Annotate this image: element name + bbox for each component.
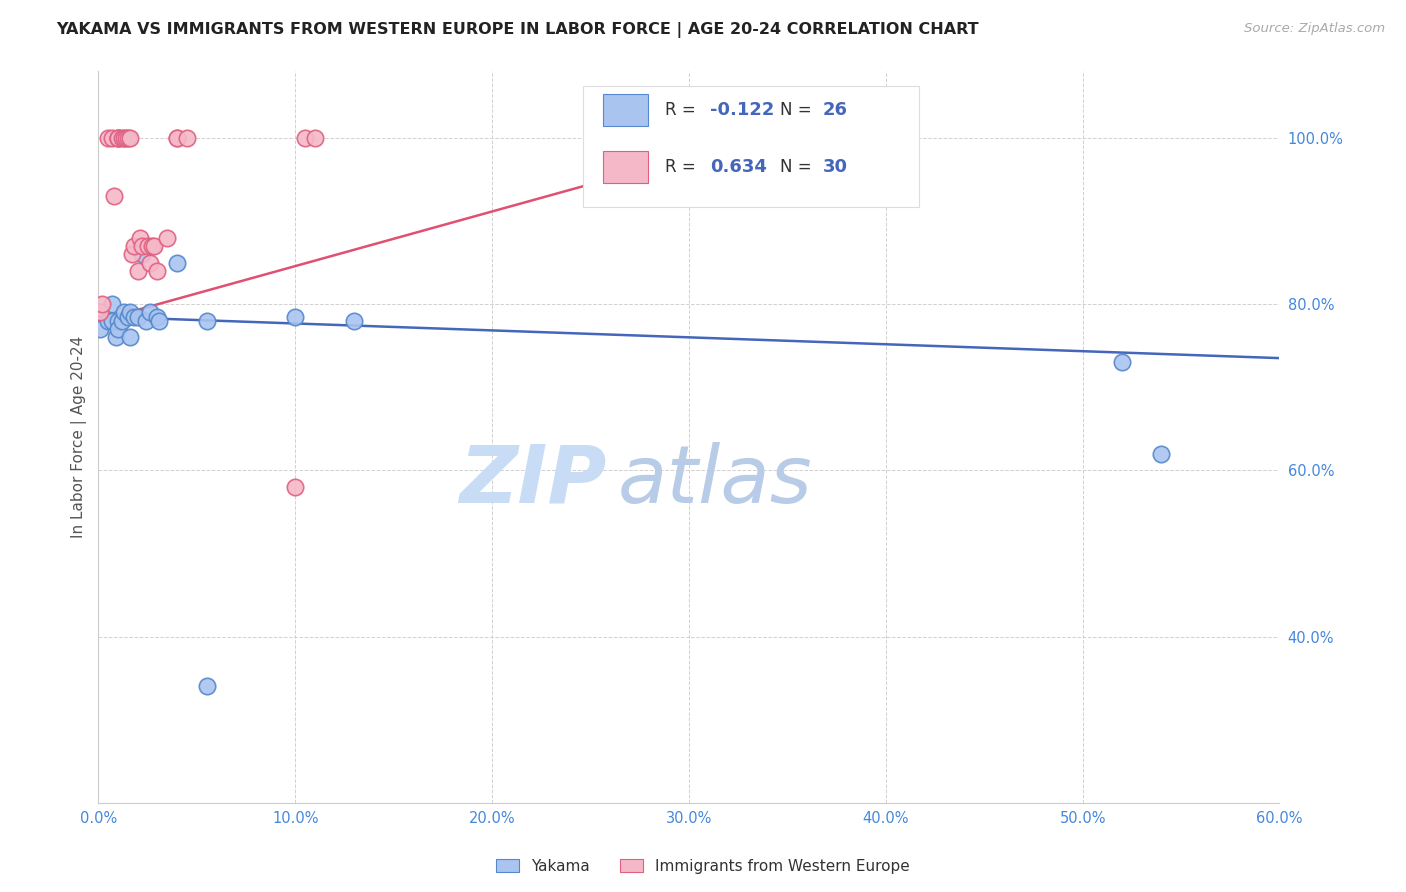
Text: R =: R = [665, 101, 702, 119]
Point [112, 305, 135, 319]
Point [156, 230, 179, 244]
Point [115, 131, 138, 145]
Point [111, 131, 134, 145]
Point [107, 322, 129, 336]
FancyBboxPatch shape [603, 151, 648, 183]
Point [101, 297, 124, 311]
Point [122, 239, 145, 253]
Point [97, 131, 120, 145]
Point [122, 310, 145, 324]
Point [284, 480, 307, 494]
Point [1111, 355, 1133, 369]
Text: atlas: atlas [619, 442, 813, 520]
Point [294, 131, 316, 145]
Point [101, 131, 124, 145]
Point [117, 310, 139, 324]
Point [97, 314, 120, 328]
Point [146, 310, 169, 324]
Point [146, 264, 169, 278]
Point [195, 680, 218, 694]
Text: N =: N = [780, 158, 817, 176]
Point [121, 247, 143, 261]
Point [103, 189, 125, 203]
Text: Source: ZipAtlas.com: Source: ZipAtlas.com [1244, 22, 1385, 36]
Point [195, 314, 218, 328]
Point [118, 305, 141, 319]
Legend: Yakama, Immigrants from Western Europe: Yakama, Immigrants from Western Europe [489, 853, 917, 880]
Point [89, 305, 111, 319]
Point [138, 305, 160, 319]
Point [176, 131, 198, 145]
Point [117, 131, 139, 145]
Point [148, 314, 170, 328]
Point [107, 314, 129, 328]
Point [131, 239, 153, 253]
Point [304, 131, 326, 145]
Text: N =: N = [780, 101, 817, 119]
Text: 30: 30 [823, 158, 848, 176]
Point [118, 330, 141, 344]
Point [166, 255, 188, 269]
Point [105, 330, 128, 344]
Point [118, 131, 141, 145]
Point [127, 264, 149, 278]
Text: R =: R = [665, 158, 702, 176]
Point [142, 239, 165, 253]
Point [101, 314, 124, 328]
Point [343, 314, 366, 328]
Point [166, 131, 188, 145]
Point [284, 310, 307, 324]
Text: ZIP: ZIP [458, 442, 606, 520]
Point [107, 131, 129, 145]
Point [128, 230, 150, 244]
Point [111, 314, 134, 328]
FancyBboxPatch shape [603, 95, 648, 126]
Point [89, 322, 111, 336]
Point [138, 255, 160, 269]
Point [112, 131, 135, 145]
Text: 0.634: 0.634 [710, 158, 768, 176]
Point [136, 239, 159, 253]
Point [127, 310, 149, 324]
Point [141, 239, 163, 253]
Text: 26: 26 [823, 101, 848, 119]
Text: YAKAMA VS IMMIGRANTS FROM WESTERN EUROPE IN LABOR FORCE | AGE 20-24 CORRELATION : YAKAMA VS IMMIGRANTS FROM WESTERN EUROPE… [56, 22, 979, 38]
Point [135, 314, 157, 328]
Point [131, 247, 153, 261]
Point [1150, 447, 1173, 461]
Point [107, 131, 129, 145]
Point [107, 131, 129, 145]
Y-axis label: In Labor Force | Age 20-24: In Labor Force | Age 20-24 [72, 336, 87, 538]
Point [91, 297, 114, 311]
Text: -0.122: -0.122 [710, 101, 775, 119]
Point [166, 131, 188, 145]
FancyBboxPatch shape [582, 86, 920, 207]
